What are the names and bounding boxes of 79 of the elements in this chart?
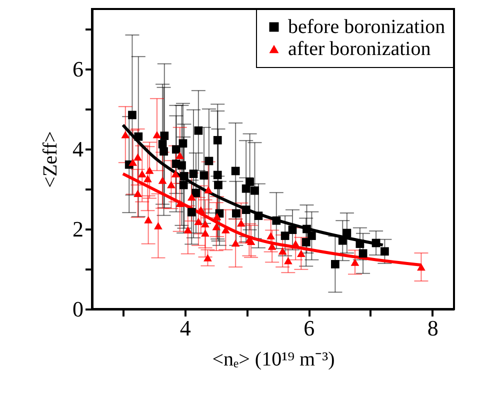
point (121, 130, 130, 138)
point (204, 186, 213, 194)
point (232, 209, 240, 218)
point (307, 232, 316, 240)
point (231, 166, 240, 176)
point (212, 222, 221, 230)
point (212, 212, 222, 220)
point (213, 170, 222, 180)
point (272, 216, 281, 225)
point (417, 263, 426, 271)
point (342, 228, 352, 238)
point (201, 229, 210, 237)
point (380, 247, 389, 256)
point (266, 232, 276, 240)
point (189, 170, 198, 178)
point (134, 153, 142, 161)
point (250, 186, 259, 195)
point (160, 147, 168, 156)
legend-label: before boronization (288, 16, 446, 38)
point (242, 206, 250, 214)
point (178, 139, 188, 148)
point (350, 258, 360, 266)
point (358, 249, 368, 258)
point (194, 126, 203, 135)
legend-label: after boronization (288, 38, 431, 60)
point (204, 156, 214, 166)
point (288, 226, 297, 234)
point (176, 152, 184, 160)
y-tick-label: 0 (72, 296, 84, 322)
point (231, 239, 240, 247)
point (179, 180, 188, 190)
point (194, 218, 203, 226)
y-axis-title: <Zeff> (40, 131, 62, 188)
point (187, 193, 196, 201)
point (152, 130, 162, 138)
point (128, 110, 136, 120)
point (284, 256, 292, 264)
point (128, 158, 138, 166)
point (184, 226, 192, 234)
point (331, 260, 340, 268)
x-axis-title: <nₑ> (10¹⁹ m⁻³) (212, 348, 335, 370)
point (158, 176, 167, 184)
y-tick-label: 2 (72, 216, 84, 242)
point (213, 136, 222, 144)
point (254, 212, 263, 220)
point (200, 171, 208, 180)
point (144, 216, 152, 224)
point (187, 208, 196, 216)
point (302, 224, 311, 234)
point (372, 238, 380, 248)
point (134, 132, 143, 141)
point (280, 232, 290, 240)
point (356, 240, 364, 248)
point (144, 174, 152, 182)
y-tick-label: 6 (72, 56, 84, 82)
point (134, 190, 142, 198)
point (296, 250, 306, 258)
point (236, 219, 246, 227)
point (302, 238, 310, 246)
point (154, 222, 162, 230)
x-tick-label: 6 (304, 316, 315, 340)
point (178, 161, 186, 170)
point (176, 200, 184, 208)
point (167, 180, 176, 188)
x-tick-label: 8 (427, 316, 438, 340)
point (278, 247, 287, 255)
point (214, 180, 222, 190)
point (172, 145, 180, 154)
point (138, 170, 146, 178)
point (204, 254, 212, 262)
point (160, 132, 169, 140)
point (201, 220, 210, 228)
point (196, 206, 206, 214)
y-tick-label: 4 (72, 136, 84, 162)
point (246, 178, 254, 186)
point (171, 170, 180, 178)
x-tick-label: 4 (180, 316, 191, 340)
point (145, 166, 154, 174)
point (180, 172, 188, 180)
